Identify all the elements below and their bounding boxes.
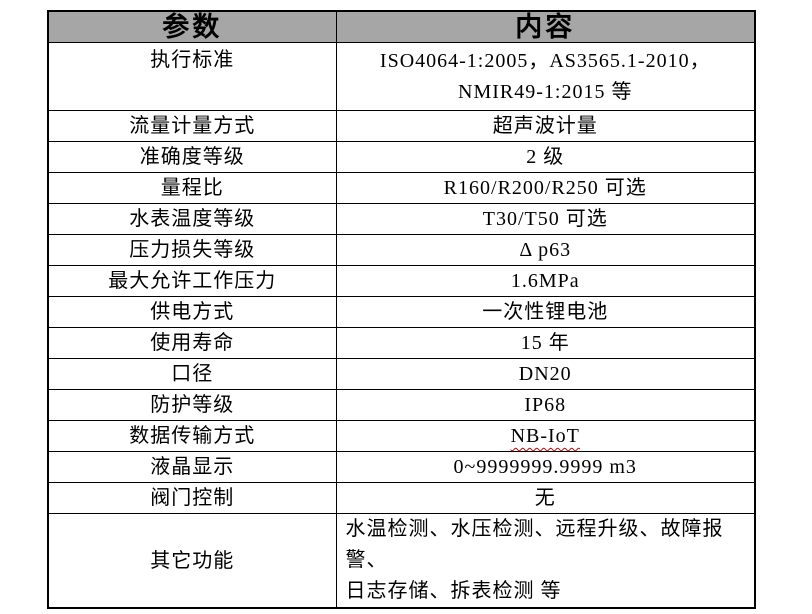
content-value: 水温检测、水压检测、远程升级、故障报警、 日志存储、拆表检测 等 — [345, 518, 724, 602]
content-cell: 水温检测、水压检测、远程升级、故障报警、 日志存储、拆表检测 等 — [335, 513, 756, 609]
table-row: 最大允许工作压力 1.6MPa — [47, 265, 756, 297]
table-row: 执行标准 ISO4064-1:2005，AS3565.1-2010， NMIR4… — [47, 42, 756, 111]
param-label: 流量计量方式 — [129, 115, 256, 137]
table-row: 准确度等级 2 级 — [47, 141, 756, 173]
content-cell: NB-IoT — [335, 420, 756, 452]
content-cell: DN20 — [335, 358, 756, 390]
content-cell: IP68 — [335, 389, 756, 421]
content-value: IP68 — [524, 394, 567, 416]
param-label: 供电方式 — [150, 301, 235, 323]
param-label: 水表温度等级 — [129, 208, 256, 230]
table-row: 阀门控制 无 — [47, 482, 756, 514]
param-label: 最大允许工作压力 — [108, 270, 277, 292]
content-value: ISO4064-1:2005，AS3565.1-2010， NMIR49-1:2… — [379, 49, 711, 103]
content-cell: 2 级 — [335, 141, 756, 173]
param-cell: 压力损失等级 — [47, 234, 337, 266]
param-label: 压力损失等级 — [129, 239, 256, 261]
content-value: T30/T50 可选 — [482, 208, 608, 230]
header-content-label: 内容 — [515, 12, 576, 42]
content-cell: 无 — [335, 482, 756, 514]
header-content: 内容 — [335, 10, 756, 43]
param-label: 量程比 — [160, 177, 224, 199]
param-cell: 执行标准 — [47, 42, 337, 111]
param-cell: 阀门控制 — [47, 482, 337, 514]
param-cell: 数据传输方式 — [47, 420, 337, 452]
param-cell: 水表温度等级 — [47, 203, 337, 235]
param-cell: 使用寿命 — [47, 327, 337, 359]
param-label: 液晶显示 — [150, 456, 235, 478]
content-cell: 一次性锂电池 — [335, 296, 756, 328]
content-value: 超声波计量 — [492, 115, 598, 137]
content-cell: 1.6MPa — [335, 265, 756, 297]
table-row: 量程比 R160/R200/R250 可选 — [47, 172, 756, 204]
table-row: 数据传输方式 NB-IoT — [47, 420, 756, 452]
param-cell: 防护等级 — [47, 389, 337, 421]
content-value: 2 级 — [526, 146, 565, 168]
content-cell: Δ p63 — [335, 234, 756, 266]
param-label: 其它功能 — [150, 549, 235, 572]
param-cell: 最大允许工作压力 — [47, 265, 337, 297]
content-value: 0~9999999.9999 m3 — [453, 456, 637, 478]
table-row: 压力损失等级 Δ p63 — [47, 234, 756, 266]
content-value: 15 年 — [520, 332, 570, 354]
content-cell: 15 年 — [335, 327, 756, 359]
header-param-label: 参数 — [162, 12, 223, 42]
param-cell: 其它功能 — [47, 513, 337, 609]
param-cell: 量程比 — [47, 172, 337, 204]
content-cell: T30/T50 可选 — [335, 203, 756, 235]
param-cell: 供电方式 — [47, 296, 337, 328]
table-row: 液晶显示 0~9999999.9999 m3 — [47, 451, 756, 483]
header-param: 参数 — [47, 10, 337, 43]
param-label: 数据传输方式 — [129, 425, 256, 447]
content-cell: R160/R200/R250 可选 — [335, 172, 756, 204]
table-row: 供电方式 一次性锂电池 — [47, 296, 756, 328]
table-row: 使用寿命 15 年 — [47, 327, 756, 359]
param-cell: 流量计量方式 — [47, 110, 337, 142]
content-cell: ISO4064-1:2005，AS3565.1-2010， NMIR49-1:2… — [335, 42, 756, 111]
table-row: 流量计量方式 超声波计量 — [47, 110, 756, 142]
spec-table: 参数 内容 执行标准 ISO4064-1:2005，AS3565.1-2010，… — [47, 10, 756, 609]
content-cell: 超声波计量 — [335, 110, 756, 142]
content-value: R160/R200/R250 可选 — [443, 177, 647, 199]
table-header-row: 参数 内容 — [47, 10, 756, 43]
param-cell: 液晶显示 — [47, 451, 337, 483]
table-row: 口径 DN20 — [47, 358, 756, 390]
param-cell: 口径 — [47, 358, 337, 390]
param-cell: 准确度等级 — [47, 141, 337, 173]
param-label: 准确度等级 — [139, 146, 245, 168]
content-value: Δ p63 — [519, 239, 572, 261]
table-row: 其它功能 水温检测、水压检测、远程升级、故障报警、 日志存储、拆表检测 等 — [47, 513, 756, 609]
param-label: 使用寿命 — [150, 332, 235, 354]
content-value: 一次性锂电池 — [482, 301, 609, 323]
param-label: 阀门控制 — [150, 487, 235, 509]
table-row: 水表温度等级 T30/T50 可选 — [47, 203, 756, 235]
content-value: DN20 — [518, 363, 572, 385]
content-value: 无 — [534, 487, 556, 509]
param-label: 口径 — [171, 363, 214, 385]
content-value-spellcheck: NB-IoT — [510, 425, 580, 447]
table-row: 防护等级 IP68 — [47, 389, 756, 421]
param-label: 防护等级 — [150, 394, 235, 416]
content-value: 1.6MPa — [510, 270, 580, 292]
content-cell: 0~9999999.9999 m3 — [335, 451, 756, 483]
param-label: 执行标准 — [150, 49, 235, 71]
